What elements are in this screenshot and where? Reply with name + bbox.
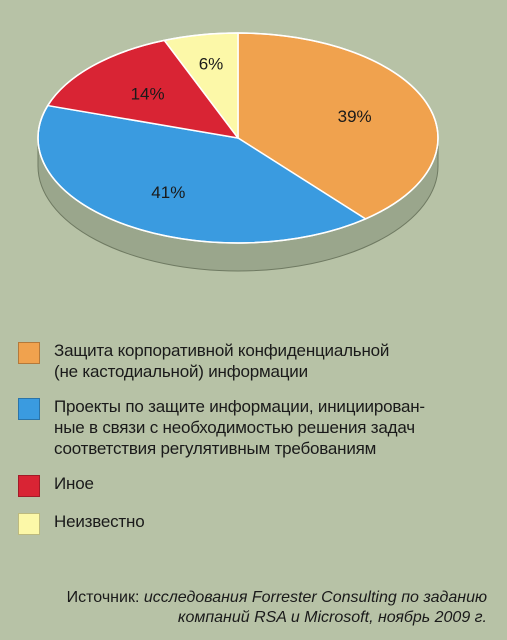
legend-label-2: Иное <box>54 474 94 493</box>
legend-item-2: Иное <box>18 473 498 497</box>
pie-chart: 39% 41% 14% 6% <box>37 32 439 272</box>
pie-slice-label-1: 41% <box>151 183 185 202</box>
legend-label-1: Проекты по защите информации, инициирова… <box>54 397 425 458</box>
pie-chart-svg: 39% 41% 14% 6% <box>37 32 439 272</box>
pie-slice-label-0: 39% <box>338 107 372 126</box>
legend-swatch-1 <box>18 398 40 420</box>
source-prefix: Источник: <box>66 589 144 606</box>
pie-slice-label-3: 6% <box>199 55 224 74</box>
legend-swatch-0 <box>18 342 40 364</box>
legend-label-0: Защита корпоративной конфиденциальной (н… <box>54 341 390 381</box>
legend-item-1: Проекты по защите информации, инициирова… <box>18 396 498 459</box>
legend-label-3: Неизвестно <box>54 512 145 531</box>
legend-item-0: Защита корпоративной конфиденциальной (н… <box>18 340 498 382</box>
source-line-1: Источник: исследования Forrester Consult… <box>0 588 487 608</box>
pie-slice-label-2: 14% <box>131 84 165 103</box>
source-note: Источник: исследования Forrester Consult… <box>0 588 497 628</box>
legend-item-3: Неизвестно <box>18 511 498 535</box>
legend: Защита корпоративной конфиденциальной (н… <box>18 340 498 549</box>
source-line-2: компаний RSA и Microsoft, ноябрь 2009 г. <box>177 609 487 626</box>
source-text-1: исследования Forrester Consulting по зад… <box>143 589 487 606</box>
pie-top-outline <box>37 32 439 244</box>
legend-swatch-2 <box>18 475 40 497</box>
legend-swatch-3 <box>18 513 40 535</box>
